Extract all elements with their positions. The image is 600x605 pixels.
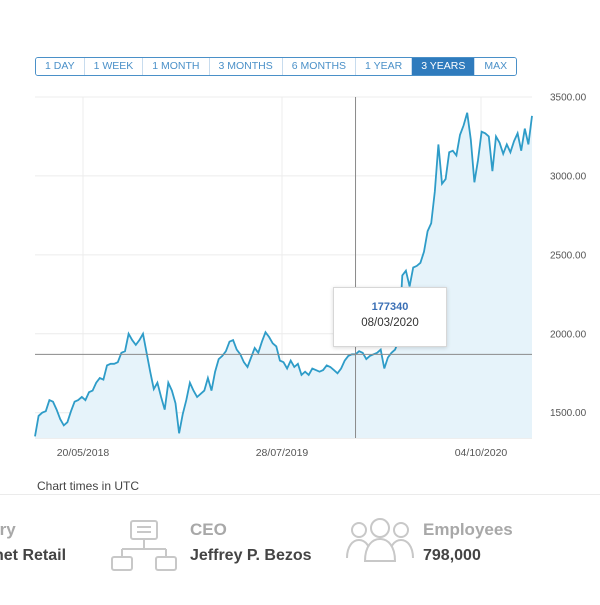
- y-tick-label: 2000.00: [550, 329, 587, 340]
- range-option-1-month[interactable]: 1 MONTH: [142, 58, 209, 75]
- range-option-1-year[interactable]: 1 YEAR: [355, 58, 412, 75]
- x-tick-label: 28/07/2019: [256, 447, 309, 459]
- stat-employees-value: 798,000: [423, 547, 481, 564]
- range-option-6-months[interactable]: 6 MONTHS: [281, 58, 356, 75]
- chart-tooltip: 177340 08/03/2020: [333, 287, 447, 347]
- org-chart-icon: [111, 520, 177, 571]
- stat-industry-value: net Retail: [0, 547, 67, 564]
- range-option-3-years[interactable]: 3 YEARS: [411, 58, 475, 75]
- stat-ceo-label: CEO: [190, 520, 227, 539]
- y-tick-label: 3000.00: [550, 171, 587, 182]
- y-axis-ticks: 3500.00 3000.00 2500.00 2000.00 1500.00: [550, 93, 587, 420]
- price-chart[interactable]: 3500.00 3000.00 2500.00 2000.00 1500.00 20/0…: [0, 80, 600, 470]
- x-tick-label: 20/05/2018: [57, 447, 110, 459]
- people-group-icon: [346, 518, 414, 562]
- range-option-max[interactable]: MAX: [474, 58, 517, 75]
- y-tick-label: 2500.00: [550, 250, 587, 261]
- tooltip-value: 177340: [371, 301, 409, 313]
- range-option-3-months[interactable]: 3 MONTHS: [208, 58, 282, 75]
- range-selector: 1 DAY 1 WEEK 1 MONTH 3 MONTHS 6 MONTHS 1 YEAR…: [35, 57, 518, 76]
- chart-timezone-note: Chart times in UTC: [37, 479, 140, 493]
- range-option-1-week[interactable]: 1 WEEK: [83, 58, 143, 75]
- stat-industry: try net Retail: [0, 520, 66, 565]
- range-option-1-day[interactable]: 1 DAY: [36, 58, 84, 75]
- chart-price-line: [34, 112, 533, 437]
- stat-employees: Employees 798,000: [423, 520, 513, 565]
- divider: [0, 494, 600, 495]
- stat-ceo: CEO Jeffrey P. Bezos: [190, 520, 312, 565]
- stat-industry-label: try: [0, 520, 16, 539]
- tooltip-date: 08/03/2020: [361, 317, 419, 329]
- x-axis-ticks: 20/05/2018 28/07/2019 04/10/2020: [57, 447, 508, 459]
- chart-area-fill: [35, 112, 532, 439]
- y-tick-label: 3500.00: [550, 93, 587, 104]
- chart-crosshair: [35, 97, 532, 438]
- stat-ceo-value: Jeffrey P. Bezos: [190, 547, 312, 564]
- stat-employees-label: Employees: [423, 520, 513, 539]
- y-tick-label: 1500.00: [550, 408, 587, 419]
- x-tick-label: 04/10/2020: [455, 447, 508, 459]
